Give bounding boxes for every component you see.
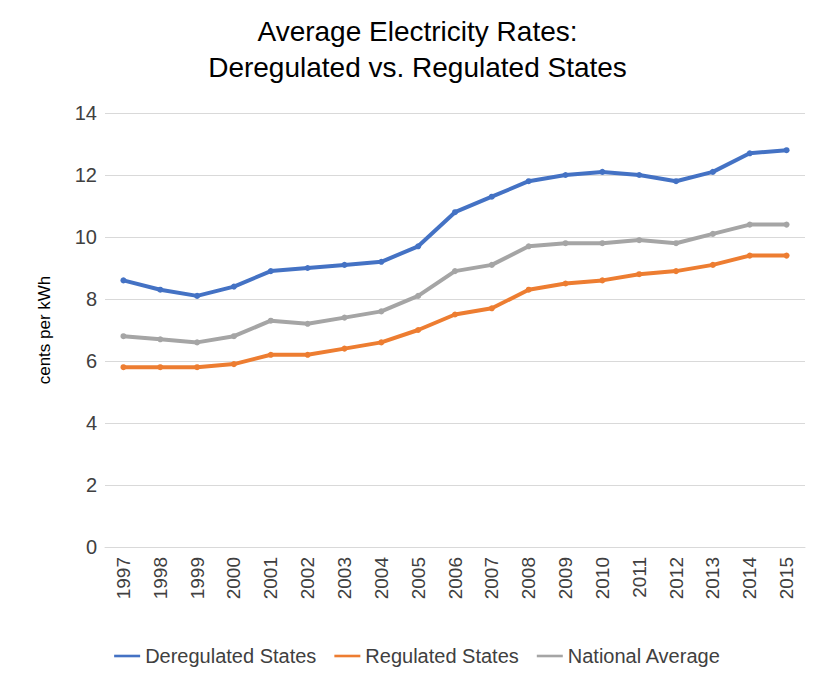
svg-text:2012: 2012 xyxy=(666,557,687,599)
svg-text:2005: 2005 xyxy=(408,557,429,599)
svg-text:4: 4 xyxy=(86,412,97,434)
svg-text:2008: 2008 xyxy=(518,557,539,599)
svg-text:1997: 1997 xyxy=(113,557,134,599)
svg-text:2010: 2010 xyxy=(592,557,613,599)
svg-text:2009: 2009 xyxy=(555,557,576,599)
svg-text:1998: 1998 xyxy=(150,557,171,599)
svg-text:2003: 2003 xyxy=(334,557,355,599)
svg-text:Regulated States: Regulated States xyxy=(365,645,518,667)
svg-text:2013: 2013 xyxy=(702,557,723,599)
svg-text:6: 6 xyxy=(86,350,97,372)
svg-text:2: 2 xyxy=(86,474,97,496)
svg-text:2000: 2000 xyxy=(223,557,244,599)
svg-text:10: 10 xyxy=(75,226,97,248)
svg-text:Average Electricity Rates:: Average Electricity Rates: xyxy=(257,16,577,47)
svg-text:Deregulated vs. Regulated Stat: Deregulated vs. Regulated States xyxy=(208,52,627,83)
svg-text:2004: 2004 xyxy=(371,557,392,600)
svg-text:0: 0 xyxy=(86,536,97,558)
svg-text:2015: 2015 xyxy=(776,557,797,599)
svg-text:14: 14 xyxy=(75,102,97,124)
svg-text:National Average: National Average xyxy=(568,645,720,667)
svg-text:2011: 2011 xyxy=(629,557,650,598)
svg-text:2006: 2006 xyxy=(445,557,466,599)
svg-text:2007: 2007 xyxy=(481,557,502,599)
svg-text:Deregulated States: Deregulated States xyxy=(145,645,316,667)
svg-text:2002: 2002 xyxy=(297,557,318,599)
svg-text:8: 8 xyxy=(86,288,97,310)
svg-text:1999: 1999 xyxy=(187,557,208,599)
svg-text:2014: 2014 xyxy=(739,557,760,600)
svg-text:12: 12 xyxy=(75,164,97,186)
svg-text:2001: 2001 xyxy=(260,557,281,599)
svg-text:cents per kWh: cents per kWh xyxy=(35,276,54,385)
